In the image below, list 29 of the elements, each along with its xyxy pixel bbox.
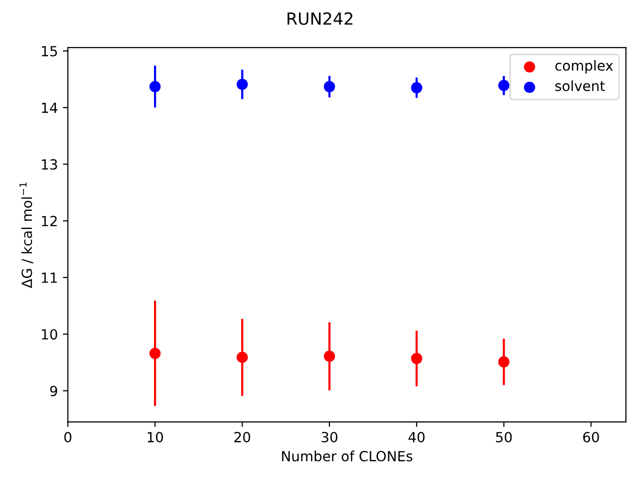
point — [149, 348, 161, 359]
y-tick-label: 9 — [50, 386, 58, 396]
y-tick-label: 13 — [42, 159, 58, 170]
y-tick-label: 12 — [42, 216, 57, 226]
y-tick-label: 10 — [42, 329, 58, 340]
x-tick-label: 60 — [583, 432, 599, 442]
legend-label: complex — [555, 60, 613, 74]
x-tick-label: 10 — [148, 432, 163, 442]
x-tick-label: 40 — [408, 432, 425, 442]
x-tick-label: 20 — [234, 432, 250, 442]
point — [324, 350, 336, 362]
legend-label: solvent — [555, 80, 605, 92]
point — [498, 356, 510, 368]
x-axis-title: Number of CLONEs — [282, 450, 412, 462]
point — [498, 80, 510, 92]
point — [236, 352, 248, 363]
point — [236, 78, 248, 90]
y-tick-label: 14 — [42, 102, 58, 113]
chart-title: RUN242 — [288, 12, 352, 25]
x-tick-label: 30 — [322, 432, 338, 442]
x-tick-label: 0 — [64, 432, 72, 442]
y-axis-title: ΔG / kcal mol$^{−1}$ — [20, 182, 34, 288]
point — [411, 82, 422, 94]
point — [411, 352, 422, 364]
y-tick-label: 11 — [42, 272, 57, 283]
y-tick-label: 15 — [42, 46, 57, 56]
x-tick-label: 50 — [496, 432, 512, 442]
point — [324, 80, 336, 92]
point — [149, 80, 161, 92]
